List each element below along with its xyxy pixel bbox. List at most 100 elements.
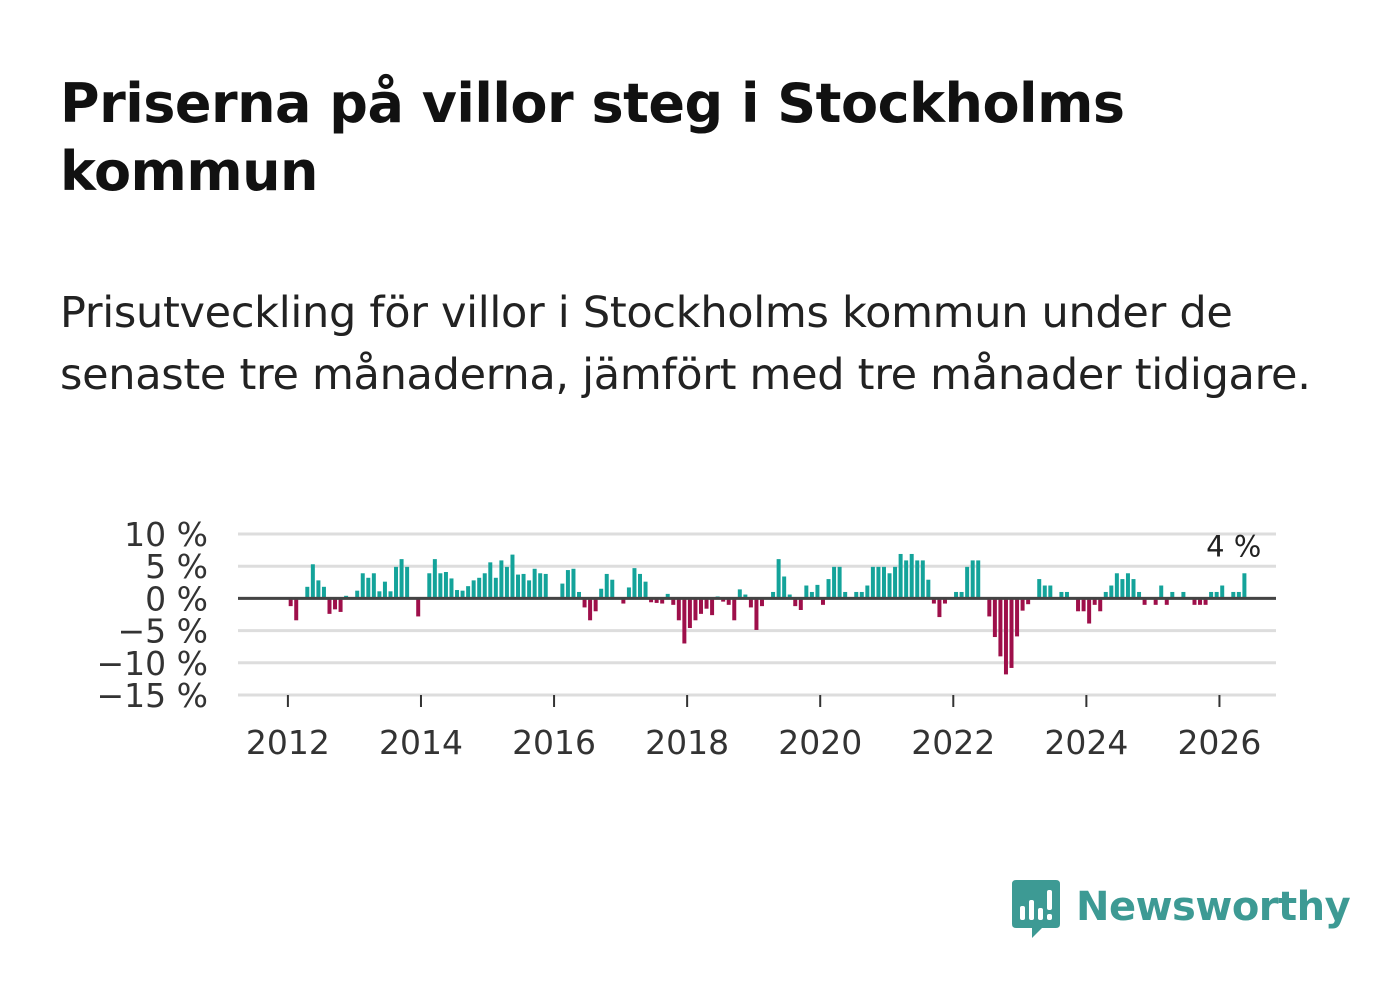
bar: [499, 560, 504, 599]
bar: [438, 573, 443, 599]
bar: [1048, 585, 1053, 599]
bar: [327, 598, 332, 614]
bar: [665, 593, 670, 599]
bar: [294, 598, 299, 621]
bar: [1170, 591, 1175, 599]
bar: [321, 586, 326, 599]
bar: [288, 598, 293, 607]
bar: [837, 566, 842, 599]
bar: [305, 586, 310, 599]
bar: [626, 587, 631, 599]
bar: [427, 573, 432, 599]
bar: [887, 573, 892, 599]
bar: [1142, 598, 1147, 605]
bar: [488, 562, 493, 599]
bar: [360, 573, 365, 599]
bar: [366, 577, 371, 599]
bar: [538, 573, 543, 599]
bar: [732, 598, 737, 621]
y-axis-labels: 10 %5 %0 %−5 %−10 %−15 %: [97, 515, 209, 715]
bar: [876, 566, 881, 599]
y-tick-label: −5 %: [118, 612, 209, 651]
newsworthy-logo: Newsworthy: [1010, 876, 1351, 938]
bar: [1042, 585, 1047, 599]
bar: [532, 568, 537, 599]
bar: [1164, 598, 1169, 605]
bar: [937, 598, 942, 618]
bar: [804, 585, 809, 599]
x-tick-label: 2022: [911, 723, 995, 762]
bar: [1026, 598, 1031, 605]
bar: [416, 598, 421, 617]
bar: [904, 560, 909, 599]
bar: [843, 591, 848, 599]
bar: [371, 573, 376, 599]
newsworthy-logo-icon: [1012, 880, 1060, 938]
bar: [333, 598, 338, 610]
bar: [726, 598, 731, 605]
bar: [405, 566, 410, 599]
bar: [482, 573, 487, 599]
bar: [759, 598, 764, 607]
bar: [865, 585, 870, 599]
bar: [710, 598, 715, 616]
bar: [859, 591, 864, 599]
x-tick-label: 2014: [379, 723, 463, 762]
bar: [399, 559, 404, 599]
bar: [959, 591, 964, 599]
bar: [654, 598, 659, 603]
bar: [1081, 598, 1086, 612]
bar: [1003, 598, 1008, 675]
bar: [455, 590, 460, 599]
bar: [477, 577, 482, 599]
bar: [787, 594, 792, 599]
y-tick-label: 5 %: [145, 547, 208, 586]
bar: [737, 589, 742, 599]
bar: [493, 577, 498, 599]
bars: [288, 553, 1247, 675]
bar: [1209, 591, 1214, 599]
bar: [915, 560, 920, 599]
bar: [527, 580, 532, 599]
bar: [377, 591, 382, 599]
x-tick-label: 2026: [1177, 723, 1261, 762]
bar: [1137, 591, 1142, 599]
bar: [1109, 585, 1114, 599]
bar: [449, 578, 454, 599]
bar: [643, 581, 648, 599]
bar: [516, 574, 521, 599]
bar: [649, 598, 654, 603]
bar: [909, 553, 914, 599]
bar: [394, 566, 399, 599]
x-tick-label: 2018: [645, 723, 729, 762]
bar: [809, 591, 814, 599]
bar: [388, 591, 393, 599]
bar: [699, 598, 703, 614]
bar: [504, 566, 509, 599]
bar: [1037, 579, 1042, 599]
bar: [560, 583, 565, 599]
chart-subtitle: Prisutveckling för villor i Stockholms k…: [60, 288, 1311, 400]
bar: [1087, 598, 1092, 624]
bar: [443, 572, 448, 599]
y-tick-label: −10 %: [97, 644, 209, 683]
bar: [682, 598, 687, 644]
bar: [593, 598, 598, 612]
bar: [1214, 591, 1219, 599]
bar-chart: 10 %5 %0 %−5 %−10 %−15 % 2012 2014 2016 201…: [97, 515, 1276, 762]
bar: [660, 598, 665, 604]
bar: [976, 560, 981, 599]
bar: [721, 598, 726, 602]
bar: [382, 581, 387, 599]
bar: [577, 591, 581, 599]
x-axis: 2012 2014 2016 2018 2020 2022 2024 2026: [246, 695, 1261, 762]
bar: [610, 579, 615, 599]
bar: [638, 573, 642, 599]
bar: [832, 566, 837, 599]
bar: [1114, 573, 1119, 599]
bar: [1092, 598, 1097, 605]
bar: [1125, 573, 1130, 599]
bar: [987, 598, 992, 617]
bar: [1015, 598, 1020, 637]
bar: [870, 566, 875, 599]
